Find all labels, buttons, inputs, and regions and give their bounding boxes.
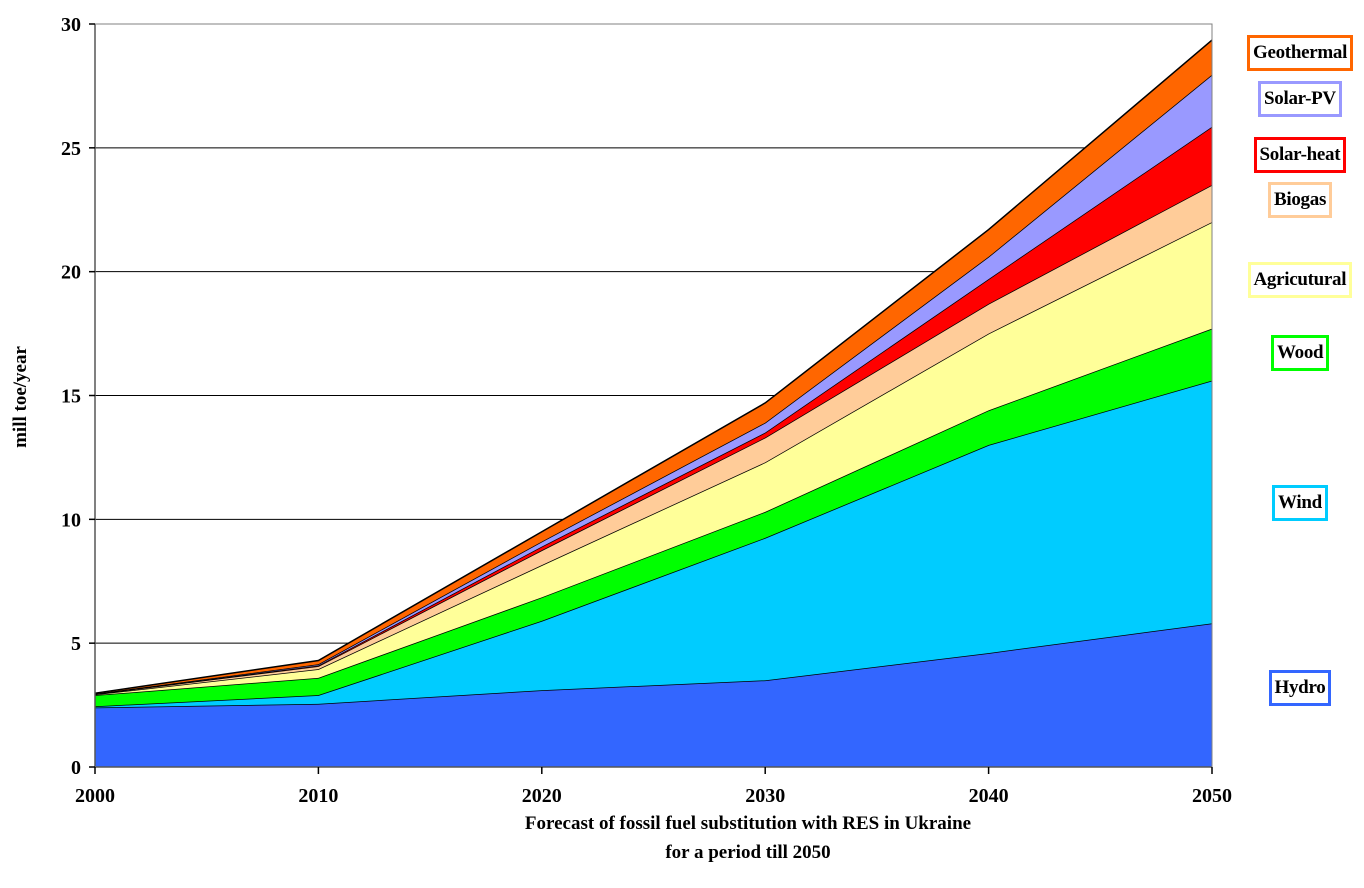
x-tick-label-2010: 2010 [298,785,338,807]
y-tick-label-10: 10 [61,509,81,531]
area-edge-geothermal [94,39,1213,694]
y-axis-ticks: 0 5 10 15 20 25 30 [61,14,95,779]
area-hydro [95,623,1212,767]
y-tick-label-25: 25 [61,138,81,160]
y-axis-title: mill toe/year [10,346,31,448]
legend-item-solar-pv: Solar-PV [1258,81,1342,117]
area-wind [95,380,1212,708]
legend-item-wind: Wind [1272,485,1328,521]
legend-item-wood: Wood [1271,335,1330,371]
y-tick-label-30: 30 [61,14,81,36]
legend-item-hydro: Hydro [1268,670,1332,706]
y-tick-label-5: 5 [71,633,81,655]
x-tick-label-2020: 2020 [522,785,562,807]
y-tick-label-20: 20 [61,262,81,284]
x-axis-title-line-2: for a period till 2050 [665,842,830,863]
x-tick-label-2030: 2030 [745,785,785,807]
x-tick-label-2040: 2040 [969,785,1009,807]
y-tick-label-15: 15 [61,386,81,408]
legend-item-solar-heat: Solar-heat [1253,137,1347,173]
legend-item-geothermal: Geothermal [1247,35,1354,71]
x-axis-ticks: 2000 2010 2020 2030 2040 2050 [75,767,1232,807]
x-tick-label-2000: 2000 [75,785,115,807]
x-tick-label-2050: 2050 [1192,785,1232,807]
y-tick-label-0: 0 [71,757,81,779]
legend-item-agricutural: Agricutural [1247,262,1353,298]
x-axis-title-line-1: Forecast of fossil fuel substitution wit… [525,813,971,834]
area-series [94,24,1213,768]
legend-item-biogas: Biogas [1268,182,1333,218]
